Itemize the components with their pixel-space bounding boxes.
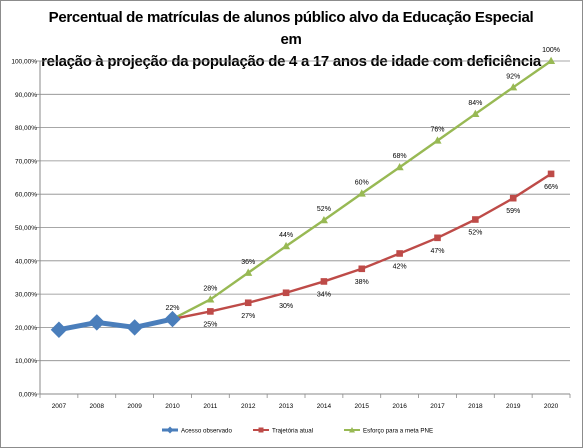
data-point-square (547, 170, 555, 178)
y-tick-label: 40,00% (15, 258, 37, 265)
legend-marker (349, 427, 355, 433)
data-point-triangle (395, 162, 404, 171)
data-point-square (396, 250, 403, 257)
legend-marker (166, 426, 174, 434)
y-tick-label: 90,00% (15, 92, 37, 99)
y-tick-label: 100,00% (11, 59, 37, 66)
x-tick-label: 2016 (392, 403, 407, 410)
data-point-square (434, 234, 441, 242)
chart-title: Percentual de matrículas de alunos públi… (41, 7, 541, 73)
data-label: 100% (542, 47, 560, 54)
legend-marker (258, 427, 264, 433)
data-point-triangle (509, 83, 518, 91)
series-line (58, 316, 174, 333)
data-point-triangle (547, 56, 556, 65)
data-point-triangle (471, 109, 480, 118)
y-tick-label: 70,00% (15, 158, 37, 165)
x-tick-label: 2015 (355, 403, 370, 410)
legend-label: Esforço para a meta PNE (363, 428, 433, 435)
data-label: 38% (355, 279, 369, 286)
y-tick-label: 10,00% (15, 358, 37, 365)
legend-label: Trajetória atual (272, 428, 313, 435)
x-tick-label: 2020 (544, 403, 559, 410)
data-point-diamond (164, 310, 181, 328)
y-tick-label: 80,00% (15, 125, 37, 132)
data-point-triangle (282, 241, 291, 250)
x-tick-label: 2012 (241, 403, 256, 410)
data-label: 47% (430, 248, 444, 255)
x-tick-label: 2018 (468, 403, 483, 410)
data-label: 22% (165, 305, 179, 312)
data-point-square (282, 289, 290, 297)
data-point-triangle (244, 268, 253, 276)
data-label: 76% (430, 127, 444, 134)
data-label: 52% (468, 230, 482, 237)
data-point-square (358, 265, 366, 273)
data-label: 27% (241, 313, 255, 320)
x-tick-label: 2014 (317, 403, 332, 410)
data-point-square (509, 194, 517, 202)
data-label: 68% (393, 153, 407, 160)
data-label: 30% (279, 303, 293, 310)
x-tick-label: 2008 (90, 403, 105, 410)
y-tick-label: 50,00% (15, 225, 37, 232)
data-label: 34% (317, 291, 331, 298)
data-label: 28% (203, 285, 217, 292)
data-label: 25% (203, 321, 217, 328)
x-tick-label: 2013 (279, 403, 294, 410)
x-tick-label: 2007 (52, 403, 67, 410)
data-point-square (472, 216, 479, 223)
x-tick-label: 2019 (506, 403, 521, 410)
data-label: 92% (506, 73, 520, 80)
y-tick-label: 30,00% (15, 292, 37, 299)
data-label: 44% (279, 232, 293, 239)
data-label: 42% (393, 263, 407, 270)
data-point-diamond (88, 314, 105, 331)
data-point-diamond (126, 319, 143, 336)
legend-label: Acesso observado (181, 428, 232, 435)
data-point-diamond (50, 321, 68, 338)
chart-title-line-1: Percentual de matrículas de alunos públi… (48, 9, 534, 48)
data-label: 60% (355, 180, 369, 187)
data-point-square (244, 299, 252, 307)
data-label: 66% (544, 184, 558, 191)
x-tick-label: 2010 (165, 403, 180, 410)
data-point-triangle (319, 215, 328, 224)
data-label: 36% (241, 259, 255, 266)
data-point-square (207, 308, 214, 315)
data-point-triangle (206, 295, 215, 303)
data-point-triangle (433, 136, 442, 144)
y-tick-label: 60,00% (15, 192, 37, 199)
y-tick-label: 0,00% (19, 392, 38, 399)
chart-title-line-2: relação à projeção da população de 4 a 1… (41, 53, 541, 70)
data-point-square (320, 278, 328, 285)
data-label: 59% (506, 208, 520, 215)
y-tick-label: 20,00% (15, 325, 37, 332)
x-tick-label: 2017 (430, 403, 445, 410)
x-tick-label: 2011 (203, 403, 217, 410)
x-tick-label: 2009 (127, 403, 142, 410)
data-label: 52% (317, 206, 331, 213)
data-point-triangle (357, 189, 366, 197)
data-label: 84% (468, 100, 482, 107)
